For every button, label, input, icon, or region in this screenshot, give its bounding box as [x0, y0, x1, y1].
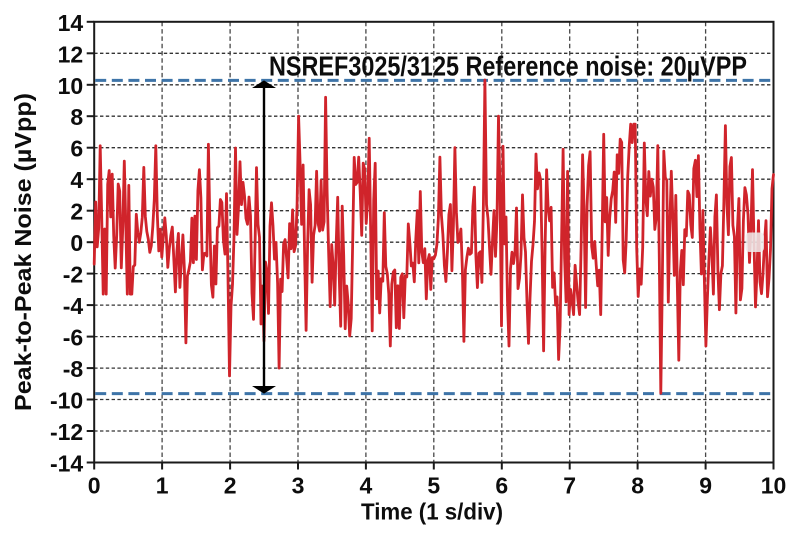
svg-text:0: 0 [88, 473, 101, 499]
svg-text:8: 8 [70, 104, 83, 130]
svg-text:3: 3 [292, 473, 305, 499]
svg-text:9: 9 [699, 473, 712, 499]
svg-text:8: 8 [631, 473, 644, 499]
svg-text:4: 4 [70, 167, 83, 193]
svg-text:12: 12 [58, 41, 84, 67]
svg-text:7: 7 [563, 473, 576, 499]
svg-text:0: 0 [70, 230, 83, 256]
svg-text:Peak-to-Peak Noise (µVpp): Peak-to-Peak Noise (µVpp) [10, 93, 36, 411]
svg-text:14: 14 [58, 10, 84, 36]
svg-text:-6: -6 [63, 325, 83, 351]
svg-text:-12: -12 [50, 419, 83, 445]
svg-text:NSREF3025/3125 Reference noise: NSREF3025/3125 Reference noise: 20µVPP [269, 51, 747, 82]
svg-text:2: 2 [70, 199, 83, 225]
svg-text:6: 6 [495, 473, 508, 499]
svg-text:6: 6 [70, 136, 83, 162]
svg-text:4: 4 [360, 473, 373, 499]
svg-text:Time (1 s/div): Time (1 s/div) [361, 499, 503, 525]
svg-text:-2: -2 [63, 262, 83, 288]
svg-text:-8: -8 [63, 356, 84, 382]
svg-text:10: 10 [58, 73, 84, 99]
svg-text:-4: -4 [63, 293, 84, 319]
svg-text:10: 10 [761, 473, 787, 499]
svg-text:1: 1 [156, 473, 169, 499]
svg-text:-10: -10 [50, 388, 83, 414]
svg-text:-14: -14 [50, 451, 83, 477]
svg-text:5: 5 [427, 473, 440, 499]
svg-text:2: 2 [224, 473, 237, 499]
